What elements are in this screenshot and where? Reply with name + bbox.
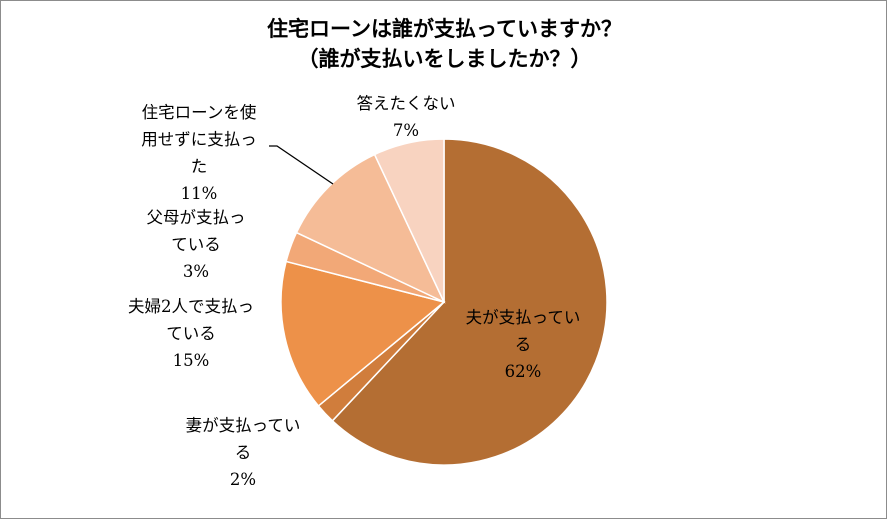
leader-lines <box>269 145 334 185</box>
pie-slice-0 <box>331 138 608 466</box>
slice-label-0-line-1: る <box>515 335 532 354</box>
slice-percent-label-1: 2% <box>230 470 256 489</box>
slice-label-2-line-0: 夫婦2人で支払っ <box>128 297 254 316</box>
slice-label-3-line-0: 父母が支払っ <box>147 208 246 227</box>
pie-slice-2 <box>280 260 446 407</box>
slice-percent-label-3: 3% <box>183 262 209 281</box>
slice-label-1-line-1: る <box>235 443 252 462</box>
slice-label-4-line-0: 住宅ローンを使 <box>142 103 257 122</box>
chart-title: 住宅ローンは誰が支払っていますか？ <box>267 16 622 41</box>
slice-label-3-line-1: ている <box>171 235 221 254</box>
slice-label-4-line-2: た <box>191 157 208 176</box>
slice-label-1-line-0: 妻が支払ってい <box>186 416 301 435</box>
leader-line-4 <box>269 145 334 185</box>
slice-label-0-line-0: 夫が支払ってい <box>466 308 581 327</box>
pie-slices <box>280 138 608 466</box>
slice-percent-label-5: 7% <box>393 121 419 140</box>
slice-percent-label-4: 11% <box>181 184 218 203</box>
slice-percent-label-2: 15% <box>173 351 210 370</box>
pie-slice-5 <box>373 138 445 303</box>
chart-subtitle: （誰が支払いをしましたか？） <box>297 46 592 71</box>
slice-label-2-line-1: ている <box>166 324 216 343</box>
slice-percent-label-0: 62% <box>505 362 542 381</box>
pie-slice-4 <box>295 153 446 304</box>
slice-label-5-line-0: 答えたくない <box>357 94 456 113</box>
slice-label-4-line-1: 用せずに支払っ <box>141 130 257 149</box>
slice-labels: 夫が支払っている62%妻が支払っている2%夫婦2人で支払っている15%父母が支払… <box>128 94 580 489</box>
